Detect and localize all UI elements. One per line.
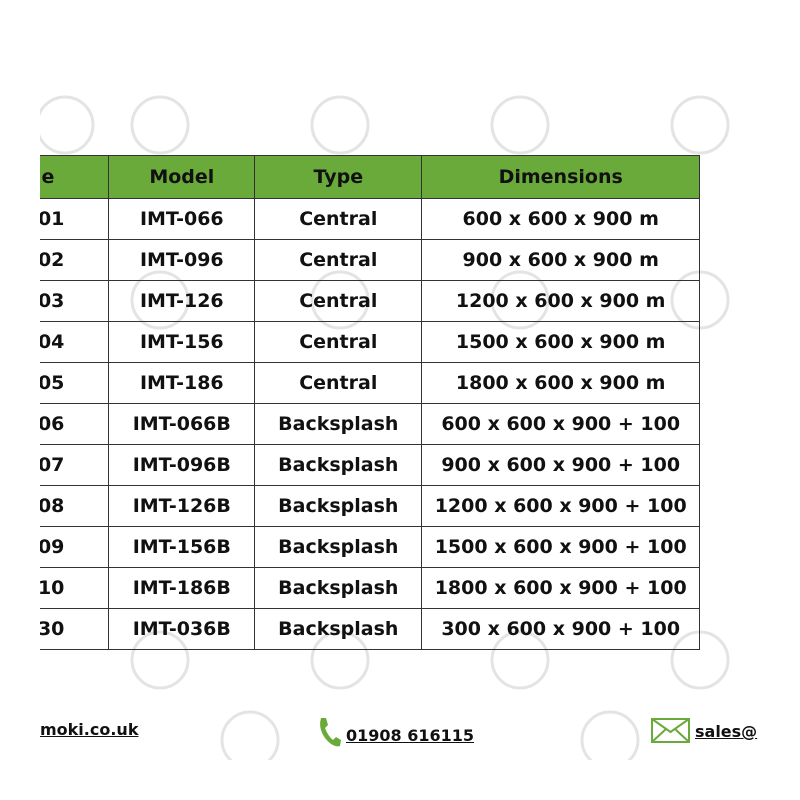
table-cell: 006 [40,403,110,445]
table-cell: 1800 x 600 x 900 + 100 [421,567,700,609]
header-cell: Model [108,155,256,199]
table-cell: Backsplash [254,403,423,445]
table-cell: 008 [40,485,110,527]
table-cell: 004 [40,321,110,363]
table-cell: 300 x 600 x 900 + 100 [421,608,700,650]
table-cell: Backsplash [254,526,423,568]
website-link[interactable]: moki.co.uk [40,720,139,739]
table-cell: 1200 x 600 x 900 m [421,280,700,322]
table-cell: 009 [40,526,110,568]
phone-icon [320,718,341,747]
table-cell: 600 x 600 x 900 + 100 [421,403,700,445]
product-table: odeModelTypeDimensions 001IMT-066Central… [40,155,700,650]
table-cell: IMT-066B [108,403,256,445]
table-cell: 1500 x 600 x 900 m [421,321,700,363]
header-row: odeModelTypeDimensions [40,155,700,199]
table-cell: 005 [40,362,110,404]
table-cell: 010 [40,567,110,609]
table-cell: Backsplash [254,444,423,486]
table-cell: Central [254,198,423,240]
table-cell: IMT-156 [108,321,256,363]
table-cell: Backsplash [254,567,423,609]
table-cell: Central [254,280,423,322]
content: odeModelTypeDimensions 001IMT-066Central… [40,40,760,760]
header-cell: Type [254,155,423,199]
phone-link[interactable]: 01908 616115 [346,726,475,745]
table-cell: 1800 x 600 x 900 m [421,362,700,404]
table-cell: Central [254,321,423,363]
table-cell: 002 [40,239,110,281]
table-cell: 900 x 600 x 900 + 100 [421,444,700,486]
table-cell: IMT-096 [108,239,256,281]
table-cell: Backsplash [254,485,423,527]
table-cell: 007 [40,444,110,486]
table-cell: IMT-036B [108,608,256,650]
email-icon [651,718,690,743]
email-link[interactable]: sales@ [695,722,758,741]
table-cell: 600 x 600 x 900 m [421,198,700,240]
table-cell: Backsplash [254,608,423,650]
table-cell: Central [254,362,423,404]
table-cell: IMT-126 [108,280,256,322]
header-cell: ode [40,155,110,199]
table-cell: 030 [40,608,110,650]
table-cell: IMT-066 [108,198,256,240]
table-cell: IMT-126B [108,485,256,527]
table-cell: 1500 x 600 x 900 + 100 [421,526,700,568]
table-cell: Central [254,239,423,281]
table-cell: 1200 x 600 x 900 + 100 [421,485,700,527]
table-cell: 001 [40,198,110,240]
table-cell: IMT-186 [108,362,256,404]
table-cell: IMT-186B [108,567,256,609]
header-cell: Dimensions [421,155,700,199]
table-cell: IMT-096B [108,444,256,486]
table-cell: 003 [40,280,110,322]
table-cell: IMT-156B [108,526,256,568]
table-cell: 900 x 600 x 900 m [421,239,700,281]
